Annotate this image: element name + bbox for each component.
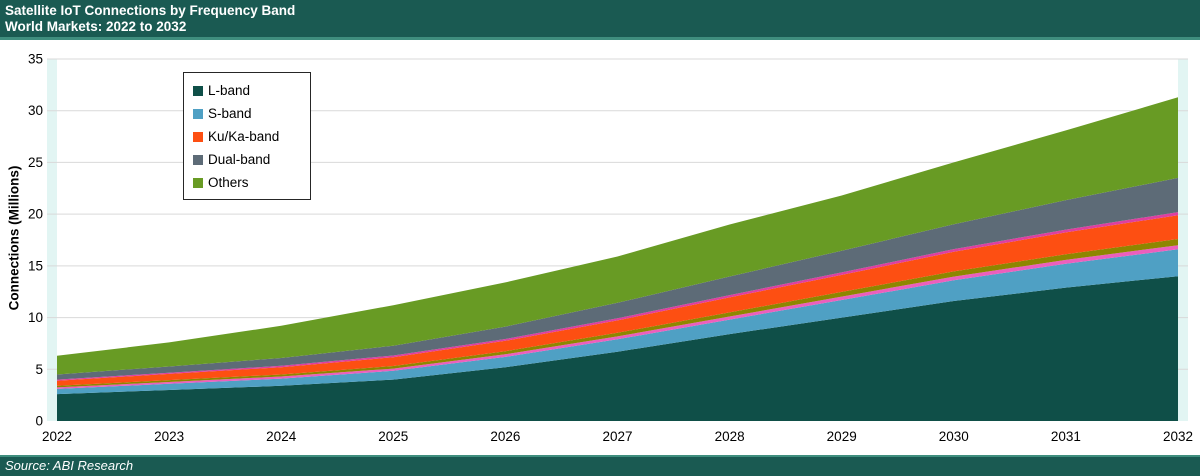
y-tick-label: 35 <box>28 52 43 67</box>
x-tick-label: 2032 <box>1163 429 1193 444</box>
x-tick-label: 2030 <box>939 429 969 444</box>
legend-swatch <box>193 131 203 142</box>
chart-title: Satellite IoT Connections by Frequency B… <box>5 3 296 18</box>
legend: L-band S-band Ku/Ka-band Dual-band Others <box>183 72 311 200</box>
x-tick-label: 2031 <box>1051 429 1081 444</box>
source-bar: Source: ABI Research <box>0 455 1200 476</box>
x-tick-label: 2022 <box>42 429 72 444</box>
source-text: Source: ABI Research <box>5 458 134 473</box>
x-tick-label: 2029 <box>827 429 857 444</box>
x-tick-label: 2025 <box>378 429 408 444</box>
plot-gutter-right <box>1178 59 1188 421</box>
y-tick-label: 25 <box>28 155 43 170</box>
x-tick-label: 2026 <box>490 429 520 444</box>
y-tick-label: 15 <box>28 258 43 273</box>
legend-label: Others <box>208 175 249 190</box>
legend-item-l-band: L-band <box>193 79 310 102</box>
plot-gutter-left <box>47 59 57 421</box>
area-others <box>57 97 1178 375</box>
legend-label: Ku/Ka-band <box>208 129 280 144</box>
legend-label: L-band <box>208 83 251 98</box>
y-tick-label: 30 <box>28 103 43 118</box>
title-bar: Satellite IoT Connections by Frequency B… <box>0 0 1200 40</box>
legend-swatch <box>193 154 203 165</box>
legend-item-s-band: S-band <box>193 102 310 125</box>
area-l-band <box>57 276 1178 421</box>
chart-subtitle: World Markets: 2022 to 2032 <box>5 19 187 34</box>
legend-item-ku-ka-band: Ku/Ka-band <box>193 125 310 148</box>
legend-label: Dual-band <box>208 152 271 167</box>
x-tick-label: 2028 <box>715 429 745 444</box>
y-tick-label: 10 <box>28 310 43 325</box>
x-tick-label: 2023 <box>154 429 184 444</box>
legend-item-dual-band: Dual-band <box>193 148 310 171</box>
legend-swatch <box>193 85 203 96</box>
x-tick-label: 2024 <box>266 429 297 444</box>
x-tick-label: 2027 <box>602 429 632 444</box>
legend-swatch <box>193 177 203 188</box>
y-tick-label: 5 <box>35 362 43 377</box>
legend-item-others: Others <box>193 171 310 194</box>
legend-label: S-band <box>208 106 252 121</box>
legend-swatch <box>193 108 203 119</box>
y-tick-label: 20 <box>28 207 43 222</box>
y-tick-label: 0 <box>35 414 43 429</box>
